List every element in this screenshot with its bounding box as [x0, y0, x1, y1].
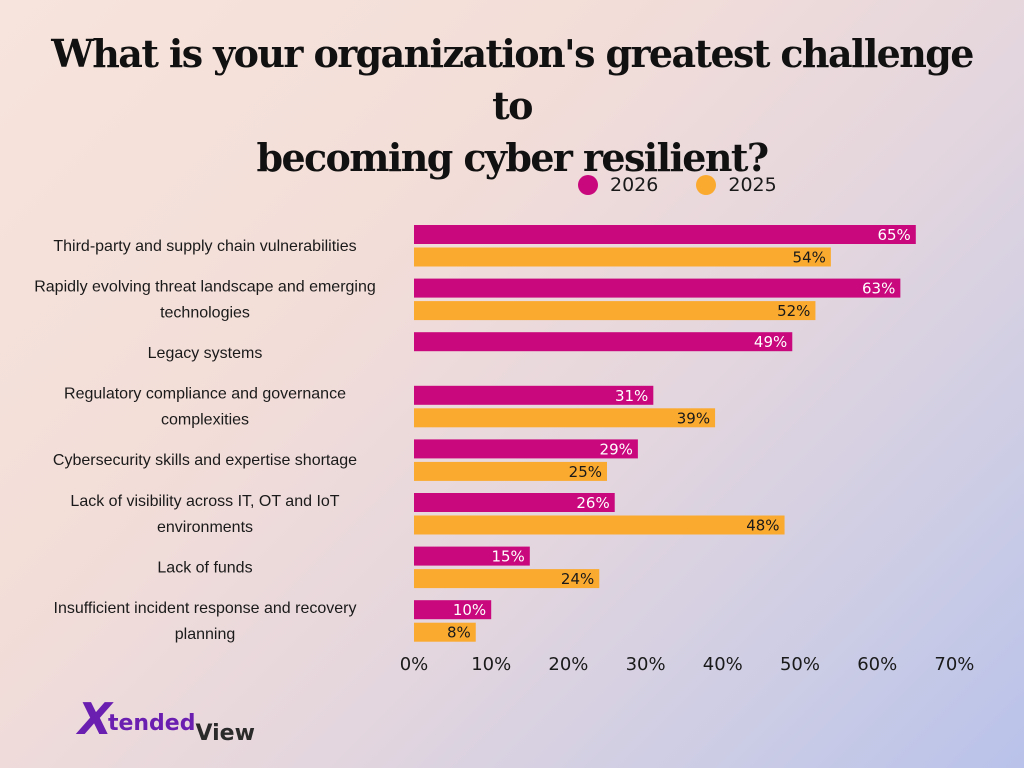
title-line-1: What is your organization's greatest cha…: [51, 31, 974, 128]
chart-title: What is your organization's greatest cha…: [40, 28, 984, 184]
legend-item-2026: 2026: [578, 174, 658, 196]
x-tick-label: 0%: [400, 654, 429, 675]
category-label: Regulatory compliance and governance comp…: [64, 386, 346, 429]
data-label-2026: 63%: [862, 280, 895, 298]
bar-2026: [414, 332, 793, 352]
x-tick-label: 40%: [703, 654, 743, 675]
bar-2025: [414, 301, 816, 321]
data-label-2026: 65%: [877, 226, 910, 244]
x-tick-label: 50%: [780, 654, 820, 675]
xtendedview-logo: X tended View: [78, 694, 255, 747]
category-label: Rapidly evolving threat landscape and em…: [34, 278, 376, 321]
legend-dot-2025: [696, 175, 717, 195]
bar-2025: [414, 461, 607, 481]
bar-2025: [414, 569, 600, 589]
legend-label-2025: 2025: [728, 174, 777, 196]
bar-2026: [414, 546, 530, 566]
data-label-2026: 31%: [615, 387, 648, 405]
x-tick-label: 10%: [471, 654, 511, 675]
logo-text-view: View: [195, 721, 255, 746]
bar-2026: [414, 385, 654, 405]
category-label: Third-party and supply chain vulnerabili…: [53, 238, 356, 255]
title-line-2: becoming cyber resilient?: [256, 135, 769, 180]
legend: 2026 2025: [578, 174, 815, 196]
category-label: Legacy systems: [148, 345, 263, 362]
data-label-2025: 52%: [777, 302, 810, 320]
logo-mark: X: [78, 694, 112, 745]
data-label-2026: 49%: [754, 333, 787, 351]
category-label: Cybersecurity skills and expertise short…: [53, 452, 357, 469]
logo-text-tended: tended: [107, 711, 196, 736]
bar-2025: [414, 515, 785, 535]
legend-label-2026: 2026: [610, 174, 659, 196]
legend-dot-2026: [578, 175, 598, 195]
category-label: Lack of funds: [157, 559, 252, 576]
bar-2025: [414, 622, 476, 642]
data-label-2026: 10%: [453, 601, 486, 619]
category-label: Lack of visibility across IT, OT and IoT…: [70, 493, 339, 536]
data-label-2026: 26%: [576, 494, 609, 512]
x-tick-label: 20%: [548, 654, 588, 675]
bar-2026: [414, 225, 916, 244]
bar-2026: [414, 600, 492, 620]
x-tick-label: 30%: [626, 654, 666, 675]
data-label-2026: 29%: [600, 440, 633, 458]
bar-2025: [414, 408, 716, 428]
category-label: Insufficient incident response and recov…: [54, 600, 357, 643]
legend-item-2025: 2025: [696, 174, 777, 196]
data-label-2025: 25%: [569, 463, 602, 481]
data-label-2025: 39%: [677, 409, 710, 427]
x-tick-label: 60%: [857, 654, 897, 675]
data-label-2026: 15%: [491, 548, 524, 566]
data-label-2025: 54%: [793, 249, 826, 267]
bar-2026: [414, 278, 901, 298]
bar-2026: [414, 493, 615, 512]
x-tick-label: 70%: [934, 654, 974, 675]
data-label-2025: 48%: [746, 517, 779, 535]
bar-2026: [414, 439, 638, 459]
data-label-2025: 8%: [447, 624, 471, 642]
data-label-2025: 24%: [561, 570, 594, 588]
bar-2025: [414, 247, 831, 267]
